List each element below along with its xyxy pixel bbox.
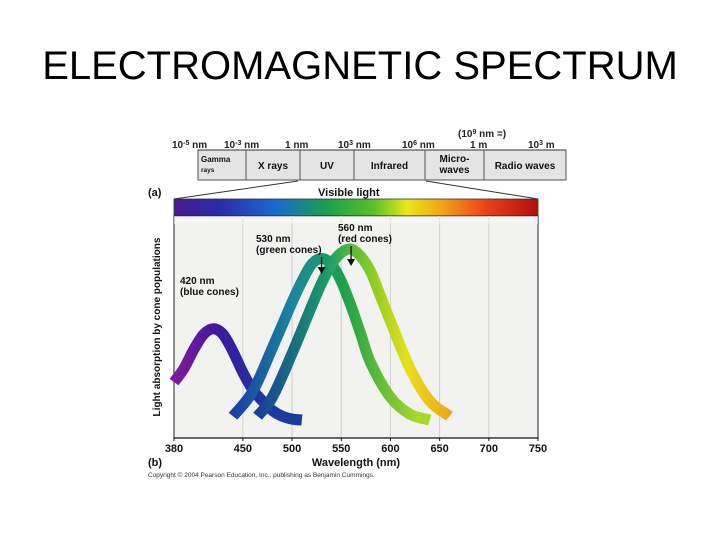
band-dividers <box>245 150 485 180</box>
band-label-line: Infrared <box>371 161 408 172</box>
scale-note-exp: 9 <box>472 129 476 136</box>
band-label-uv: UV <box>320 161 334 172</box>
scale-label-1e6: 106 nm <box>402 140 435 152</box>
panel-b-label: (b) <box>148 457 162 469</box>
band-label-infrared: Infrared <box>371 161 408 172</box>
blue-cone-curve <box>169 323 303 426</box>
band-label-line: Gamma <box>201 155 231 164</box>
peak-annotations: 420 nm (blue cones) 530 nm (green cones) 560… <box>180 223 392 298</box>
scale-label-1e3m: 103 m <box>528 140 555 152</box>
band-label-line: waves <box>438 165 469 176</box>
spectrum-figure: Gamma rays X rays UV Infrared Micro-waves Radi… <box>148 129 567 479</box>
peak-arrow-head <box>347 259 356 266</box>
peak-annotation-line: 420 nm <box>180 276 215 287</box>
x-tick-label: 600 <box>381 443 399 455</box>
slide-title: ELECTROMAGNETIC SPECTRUM <box>42 44 678 88</box>
peak-arrow-head <box>317 267 326 274</box>
peak-annotation: 560 nm (red cones) <box>338 223 392 245</box>
peak-annotation-line: (green cones) <box>256 245 322 256</box>
scale-note: (109 nm =) <box>458 129 506 141</box>
scale-note-base: (10 <box>458 129 473 140</box>
scale-label-1e3: 103 nm <box>338 140 371 152</box>
band-label-microwaves: Micro-waves <box>438 154 469 176</box>
x-axis-label: Wavelength (nm) <box>312 457 401 469</box>
peak-annotation-line: (red cones) <box>338 234 392 245</box>
peak-annotation: 530 nm (green cones) <box>256 234 322 256</box>
peak-annotation-line: 530 nm <box>256 234 291 245</box>
visible-connector <box>173 180 539 200</box>
x-tick-label: 450 <box>234 443 252 455</box>
em-spectrum-bar: Gamma rays X rays UV Infrared Micro-waves Radi… <box>172 129 567 181</box>
visible-light-label: Visible light <box>318 187 380 199</box>
band-label-line: Radio waves <box>495 161 556 172</box>
peak-annotation-line: 560 nm <box>338 223 373 234</box>
band-label-line: UV <box>320 161 334 172</box>
x-tick-label: 550 <box>332 443 350 455</box>
x-tick-labels: 380 450 500 550 600 650 700 750 <box>165 438 547 455</box>
x-tick-label: 750 <box>529 443 547 455</box>
scale-note-unit: nm =) <box>476 129 506 140</box>
scale-labels: 10-5 nm 10-3 nm 1 nm 103 nm 106 nm 1 m 1… <box>172 140 555 152</box>
band-labels: Gamma rays X rays UV Infrared Micro-waves Radi… <box>201 154 556 176</box>
scale-label-1m: 1 m <box>470 140 487 151</box>
scale-label-1e-5: 10-5 nm <box>172 140 207 152</box>
panel-a-label: (a) <box>148 187 162 199</box>
band-label-line: X rays <box>258 161 288 172</box>
band-label-line: rays <box>201 167 215 174</box>
band-label-gamma-rays: Gamma rays <box>201 155 231 174</box>
y-axis-label: Light absorption by cone populations <box>152 237 163 416</box>
visible-light-bar <box>173 198 539 217</box>
band-label-line: Micro- <box>440 154 470 165</box>
peak-annotation-line: (blue cones) <box>180 287 239 298</box>
peak-annotation: 420 nm (blue cones) <box>180 276 239 298</box>
x-tick-label: 500 <box>283 443 301 455</box>
band-label-x-rays: X rays <box>258 161 288 172</box>
scale-label-1nm: 1 nm <box>285 140 308 151</box>
copyright-text: Copyright © 2004 Pearson Education, Inc.… <box>148 471 375 479</box>
plot-top-shade <box>174 216 538 224</box>
x-tick-label: 380 <box>165 443 183 455</box>
scale-label-1e-3: 10-3 nm <box>224 140 259 152</box>
x-tick-label: 650 <box>430 443 448 455</box>
band-label-radio-waves: Radio waves <box>495 161 556 172</box>
x-tick-label: 700 <box>480 443 498 455</box>
